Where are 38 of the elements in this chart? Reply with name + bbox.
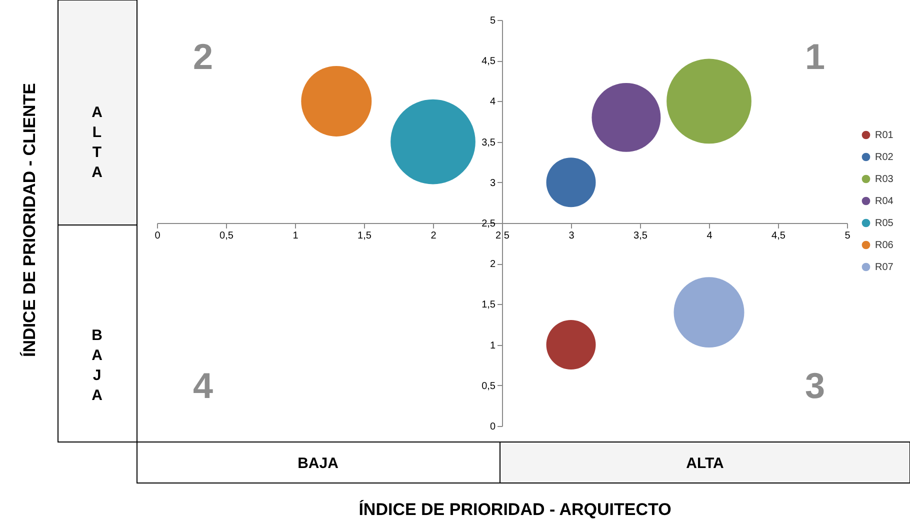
y-tick-label: 3,5 [482,137,496,148]
y-tick-label: 2 [490,259,496,270]
x-tick-label: 0,5 [220,230,234,242]
y-tick-label: 0 [490,422,496,432]
x-tick-label: 1 [292,230,299,242]
text: ALTA [92,104,103,181]
annotation: 2 [192,36,214,77]
legend-label: R03 [875,174,894,185]
y-tick-label: 2,5 [482,218,496,230]
y-tick-label: 3 [490,178,496,189]
y-tick-label: 0,5 [482,380,496,392]
y-tick-label: 1 [490,340,496,352]
y-tick-label: 5 [490,16,496,26]
legend-label: R04 [875,196,894,207]
x-tick-label: 3 [568,230,575,242]
text: ÍNDICE DE PRIORIDAD - ARQUITECTO [358,499,672,519]
annotation: 3 [804,365,826,406]
text: BAJA [298,455,339,472]
x-tick-label: 1,5 [358,230,372,242]
x-tick-label: 0 [154,230,161,242]
text: BAJA [92,327,103,404]
legend-label: R01 [875,130,894,141]
x-tick-label: 2 [430,230,437,242]
annotation: 1 [804,36,826,77]
y-tick-label: 4 [490,96,496,108]
x-tick-label: 3,5 [634,230,648,242]
text: ÍNDICE DE PRIORIDAD - CLIENTE [19,83,39,357]
x-tick-label: 4 [706,230,713,242]
legend-label: R02 [875,152,894,163]
y-tick-label: 1,5 [482,300,496,311]
legend-label: R05 [875,218,894,229]
x-tick-label: 4,5 [772,230,786,242]
text: ALTA [686,455,724,472]
legend-label: R06 [875,240,894,251]
y-tick-label: 4,5 [482,56,496,68]
legend-label: R07 [875,262,894,273]
x-tick-label: 5 [844,230,851,242]
annotation: 4 [192,365,214,406]
